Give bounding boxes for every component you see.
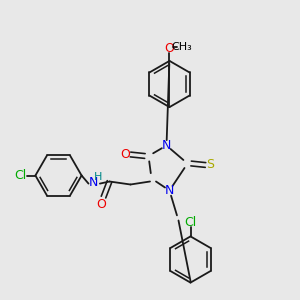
Text: Cl: Cl	[184, 216, 196, 229]
Text: H: H	[94, 172, 102, 182]
Text: Cl: Cl	[14, 169, 26, 182]
Text: O: O	[121, 148, 130, 161]
Text: N: N	[88, 176, 98, 189]
Text: O: O	[165, 42, 174, 55]
Text: N: N	[165, 184, 174, 197]
Text: N: N	[162, 139, 171, 152]
Text: CH₃: CH₃	[172, 42, 193, 52]
Text: S: S	[207, 158, 214, 172]
Text: O: O	[97, 198, 106, 211]
